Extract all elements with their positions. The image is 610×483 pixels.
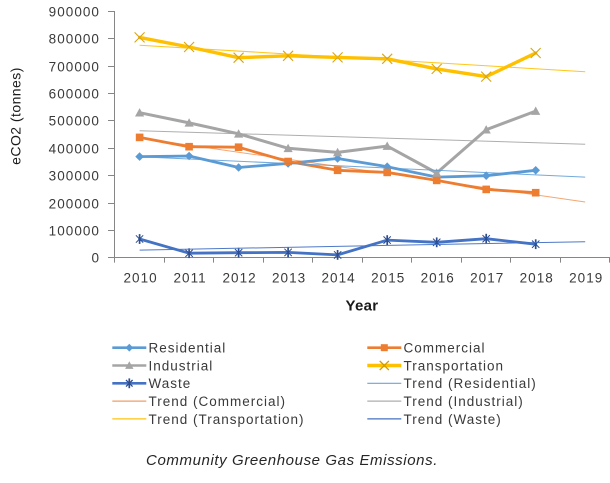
svg-text:Trend (Waste): Trend (Waste) — [404, 412, 502, 427]
svg-text:2015: 2015 — [371, 271, 405, 286]
svg-text:600000: 600000 — [49, 86, 100, 101]
svg-text:900000: 900000 — [49, 4, 100, 19]
svg-text:Trend (Commercial): Trend (Commercial) — [149, 394, 287, 409]
svg-text:700000: 700000 — [49, 59, 100, 74]
svg-text:2011: 2011 — [173, 271, 206, 286]
svg-text:100000: 100000 — [49, 223, 100, 238]
svg-text:2010: 2010 — [123, 271, 157, 286]
svg-text:500000: 500000 — [49, 113, 100, 128]
svg-text:Trend (Residential): Trend (Residential) — [404, 376, 537, 391]
svg-text:2016: 2016 — [421, 271, 455, 286]
svg-text:2012: 2012 — [222, 271, 256, 286]
svg-text:2018: 2018 — [520, 271, 554, 286]
svg-text:Trend (Transportation): Trend (Transportation) — [149, 412, 305, 427]
svg-text:Year: Year — [346, 298, 379, 315]
svg-text:Transportation: Transportation — [404, 358, 505, 373]
svg-text:Trend (Industrial): Trend (Industrial) — [404, 394, 524, 409]
svg-text:2013: 2013 — [272, 271, 306, 286]
svg-text:300000: 300000 — [49, 168, 100, 183]
svg-text:Industrial: Industrial — [149, 358, 214, 373]
svg-text:2019: 2019 — [569, 271, 603, 286]
svg-text:Waste: Waste — [149, 376, 192, 391]
svg-text:2017: 2017 — [470, 271, 504, 286]
svg-text:400000: 400000 — [49, 141, 100, 156]
svg-text:eCO2 (tonnes): eCO2 (tonnes) — [7, 67, 23, 165]
svg-text:0: 0 — [91, 250, 100, 265]
svg-text:800000: 800000 — [49, 31, 100, 46]
svg-text:Commercial: Commercial — [404, 341, 486, 356]
svg-text:200000: 200000 — [49, 196, 100, 211]
svg-text:Residential: Residential — [149, 341, 227, 356]
svg-text:2014: 2014 — [321, 271, 355, 286]
svg-text:Community Greenhouse Gas Emiss: Community Greenhouse Gas Emissions. — [146, 452, 438, 469]
